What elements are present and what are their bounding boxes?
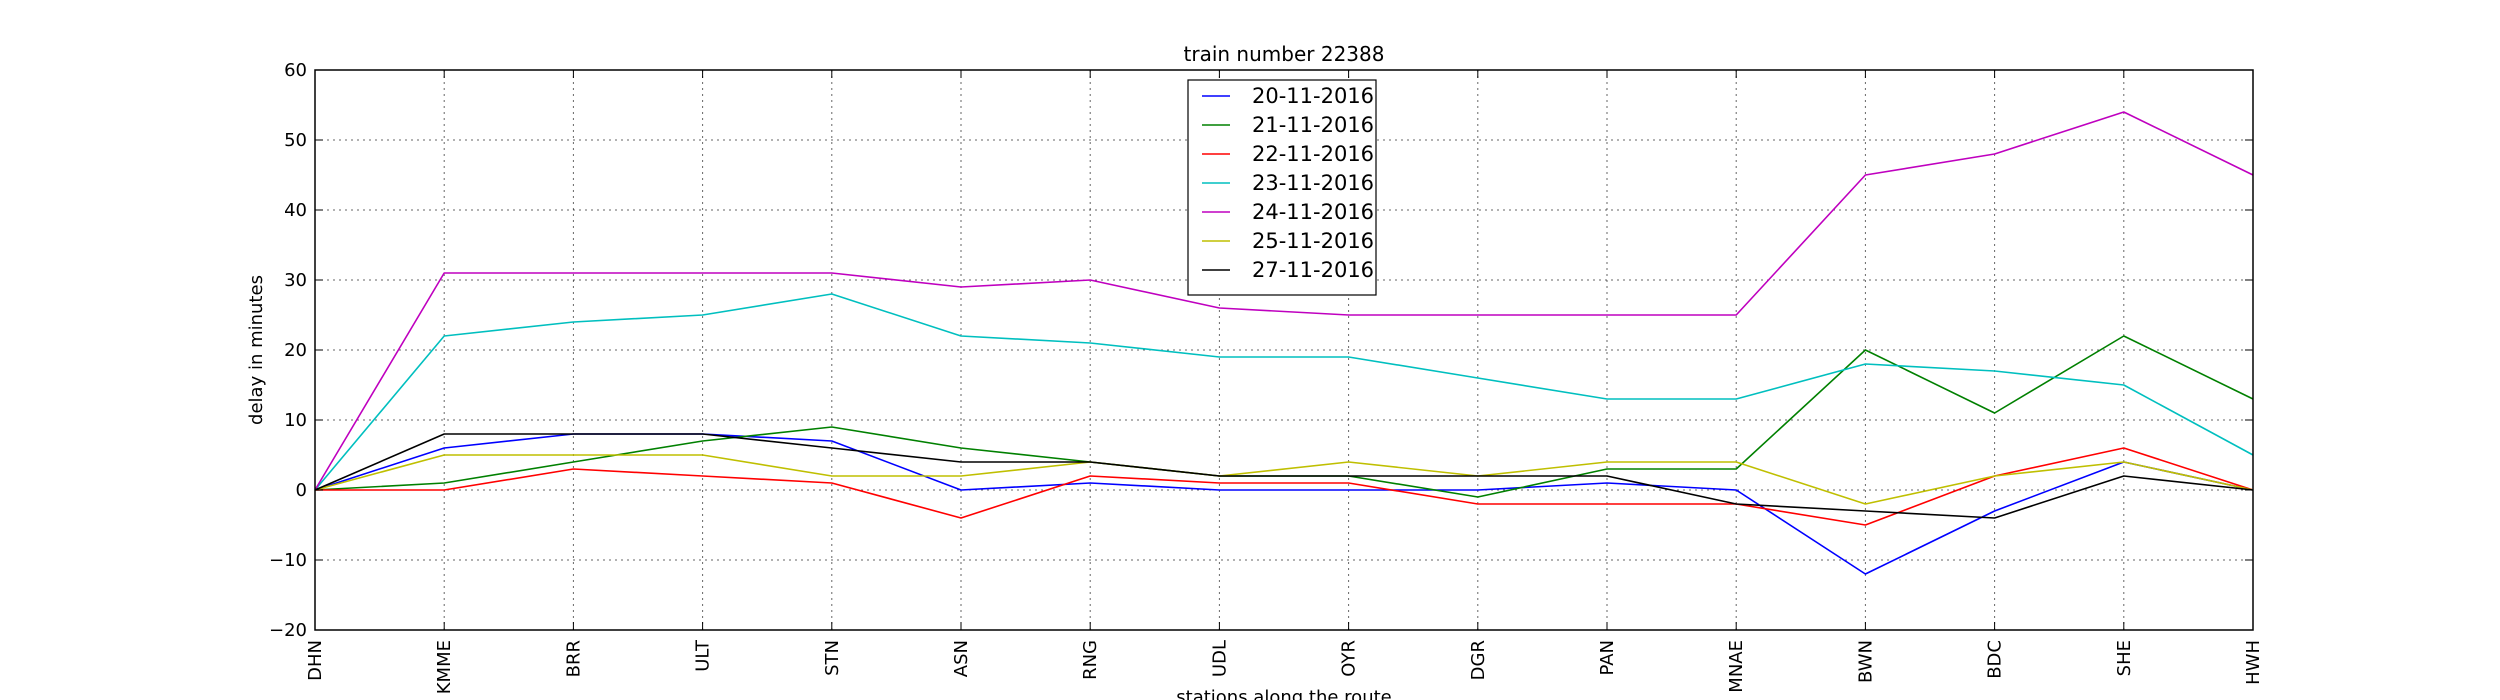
x-tick-label: SHE (2114, 640, 2135, 676)
series-line-24-11-2016 (314, 111, 2254, 491)
x-tick-label: ULT (693, 639, 714, 672)
series-line-25-11-2016 (314, 454, 2254, 505)
legend-label: 25-11-2016 (1252, 229, 1374, 253)
legend-label: 24-11-2016 (1252, 200, 1374, 224)
series-line-23-11-2016 (314, 293, 2254, 491)
legend: 20-11-2016 21-11-2016 22-11-2016 23-11-2016… (1187, 79, 1377, 296)
x-tick-label: UDL (1209, 640, 1230, 677)
x-tick-label: BDC (1985, 640, 2006, 679)
y-tick-label: 20 (284, 340, 307, 361)
series-line-27-11-2016 (314, 433, 2254, 519)
x-tick-label: BWN (1855, 640, 1876, 683)
x-tick-label: DGR (1468, 640, 1489, 680)
legend-label: 22-11-2016 (1252, 142, 1374, 166)
y-tick-label: 60 (284, 60, 307, 81)
x-tick-label: HWH (2243, 640, 2264, 685)
y-tick-label: −10 (269, 550, 307, 571)
legend-label: 27-11-2016 (1252, 258, 1374, 282)
legend-label: 20-11-2016 (1252, 84, 1374, 108)
chart-title: train number 22388 (1184, 42, 1385, 66)
x-tick-label: ASN (951, 640, 972, 677)
series-lines (314, 111, 2254, 575)
y-axis-title: delay in minutes (246, 275, 267, 425)
x-tick-label: RNG (1080, 640, 1101, 680)
x-tick-label: MNAE (1726, 640, 1747, 693)
series-line-21-11-2016 (314, 335, 2254, 498)
x-axis-title: stations along the route (1176, 687, 1391, 700)
x-tick-label: BRR (563, 640, 584, 677)
x-tick-label: OYR (1339, 640, 1360, 677)
legend-box (1187, 79, 1377, 296)
series-line-22-11-2016 (315, 447, 2254, 526)
x-tick-label: STN (822, 640, 843, 676)
legend-label: 23-11-2016 (1252, 171, 1374, 195)
y-tick-label: −20 (269, 620, 307, 641)
x-tick-label: PAN (1597, 640, 1618, 675)
y-tick-label: 10 (284, 410, 307, 431)
y-tick-label: 30 (284, 270, 307, 291)
x-tick-label: KMME (434, 640, 455, 694)
y-tick-label: 0 (296, 480, 307, 501)
legend-label: 21-11-2016 (1252, 113, 1374, 137)
y-tick-label: 40 (284, 200, 307, 221)
x-axis-ticks: DHN KMME BRR ULT STN ASN RNG UDL OYR DGR PAN MNAE BW… (305, 70, 2264, 694)
y-tick-label: 50 (284, 130, 307, 151)
x-tick-label: DHN (305, 640, 326, 681)
y-axis-ticks: −20 −10 0 10 20 30 40 50 60 (269, 60, 2253, 641)
